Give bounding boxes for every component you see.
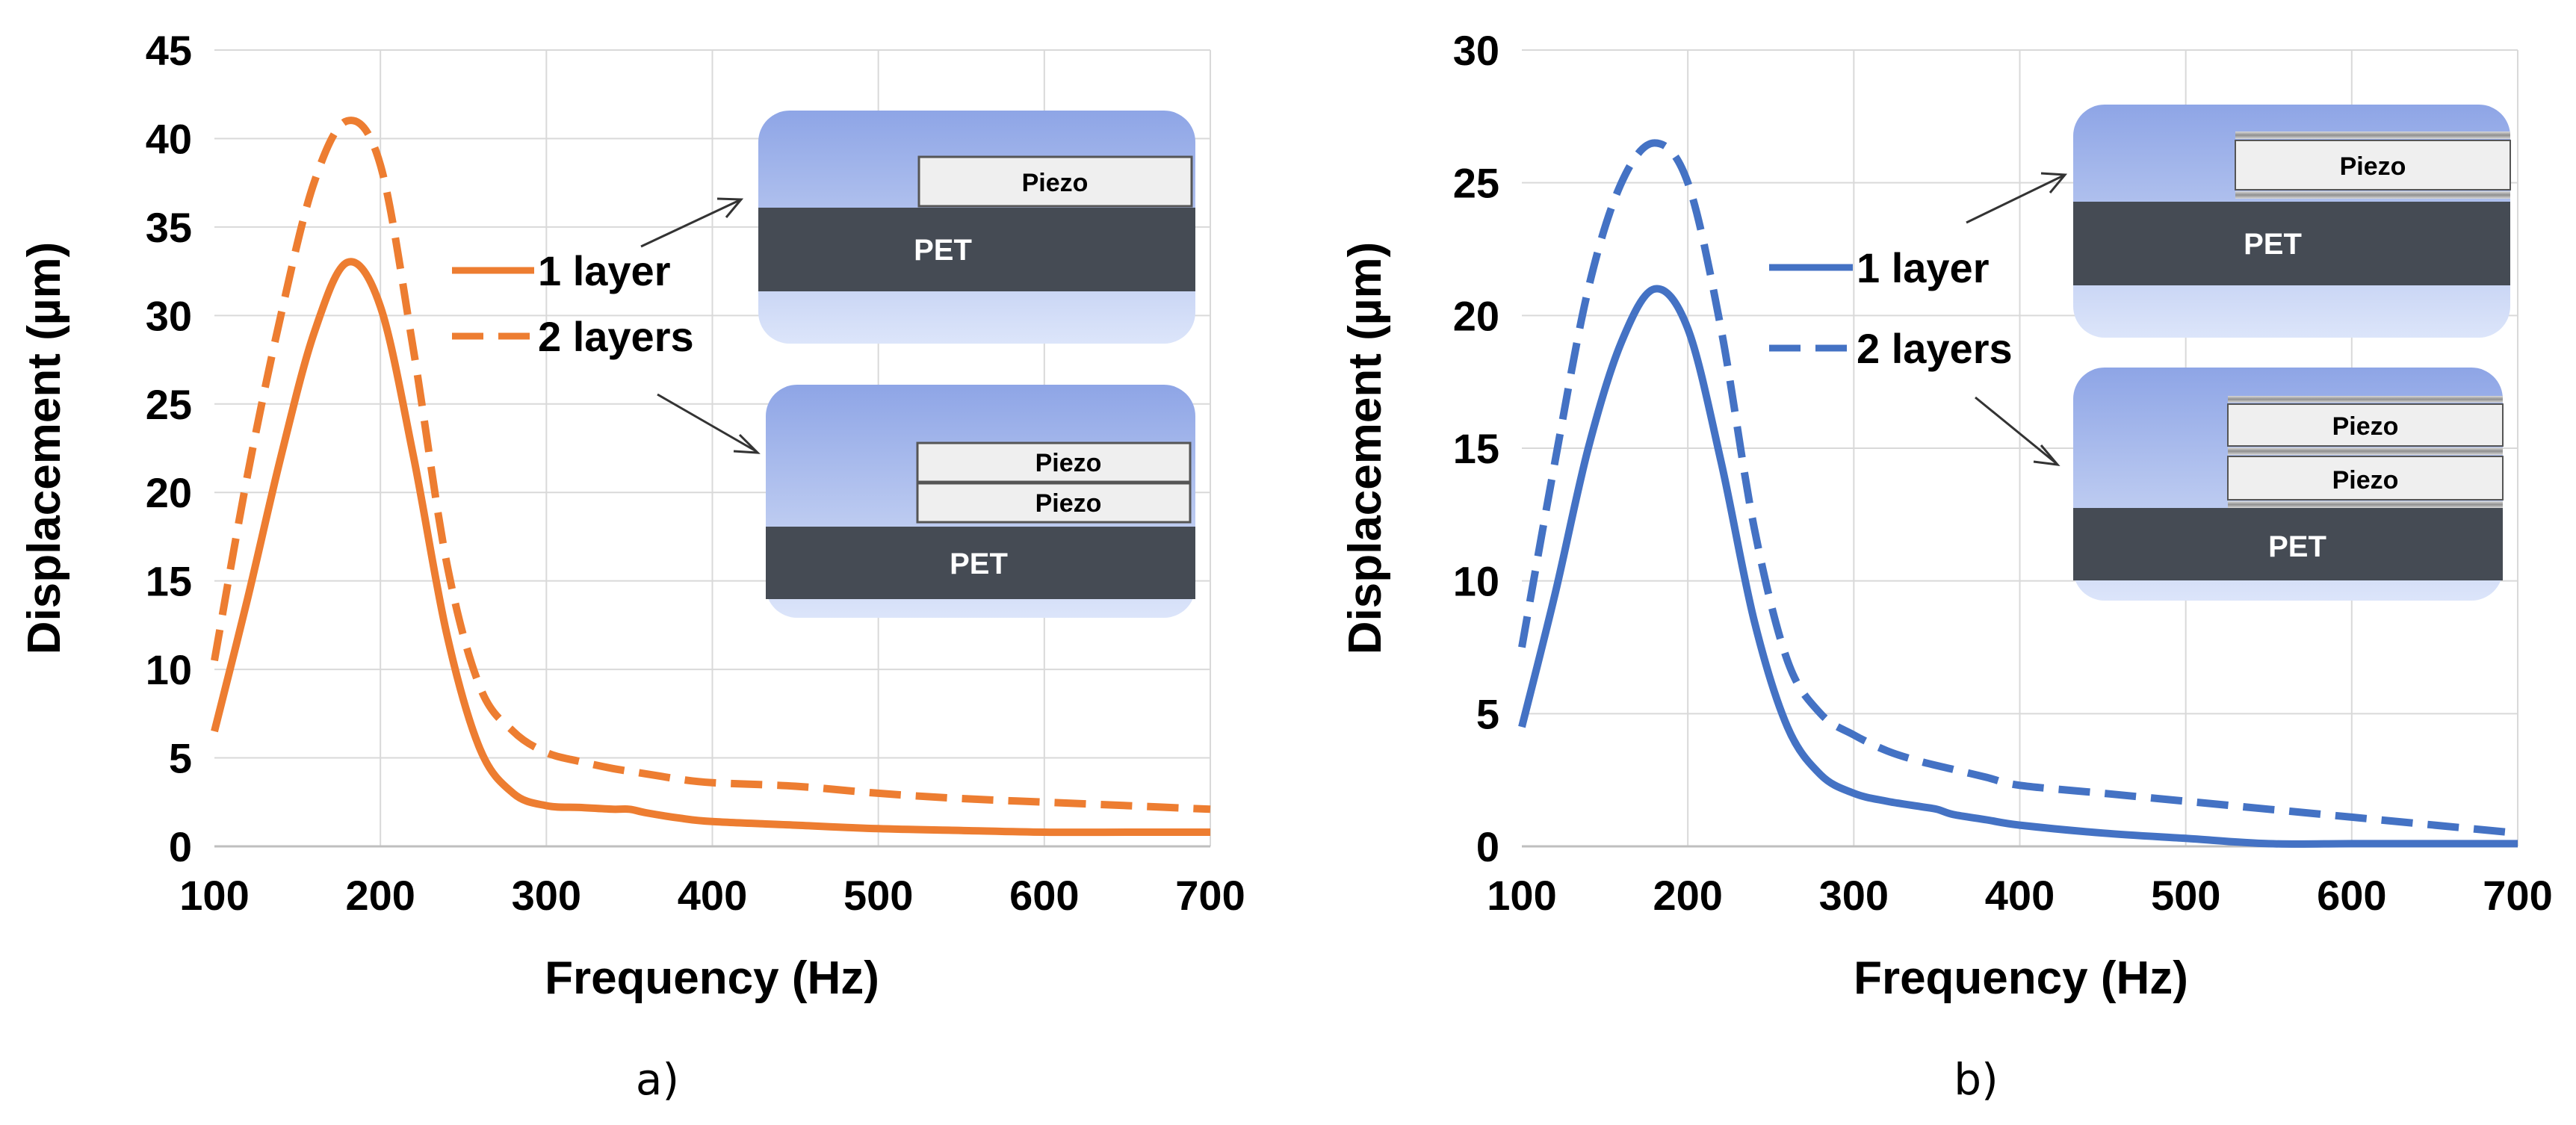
x-tick-label: 400 [678,872,747,919]
y-tick-label: 20 [146,469,192,516]
x-tick-label: 600 [1009,872,1079,919]
x-tick-label: 500 [2151,872,2220,919]
electrode-bottom [2235,191,2510,199]
x-tick-label: 200 [345,872,415,919]
pet-label: PET [2268,530,2326,563]
pet-substrate [2073,508,2503,580]
panel-b-inset-1-layer: PET Piezo [2073,105,2511,338]
panel-a-series [211,117,1211,837]
x-tick-label: 100 [1487,872,1556,919]
pet-substrate [766,527,1195,599]
y-tick-label: 5 [169,735,192,782]
panel-a-y-axis-title: Displacement (µm) [19,242,70,655]
panel-a-x-ticks: 100 200 300 400 500 600 700 [179,872,1245,919]
panel-b-series [1518,139,2518,848]
x-tick-label: 300 [512,872,581,919]
piezo-label-bottom: Piezo [1035,489,1102,518]
piezo-layer-bottom [916,482,1192,524]
arrow-head [733,433,761,454]
panel-a-legend-label-1: 1 layer [538,247,671,294]
arrow-head [2033,444,2061,466]
panel-a-inset-1-arrow [640,199,740,248]
x-tick-label: 700 [2483,872,2552,919]
x-tick-label: 200 [1653,872,1722,919]
panel-a-inset-2-layers: PET Piezo Piezo [766,385,1195,618]
y-tick-label: 15 [1453,425,1499,472]
y-tick-label: 10 [146,646,192,693]
y-tick-label: 35 [146,204,192,251]
y-tick-label: 45 [146,27,192,74]
arrow-head [2040,172,2068,193]
piezo-label: Piezo [1022,169,1089,197]
electrode [2228,501,2503,508]
piezo-layer-top [2227,403,2504,447]
series-line-2-layers [1518,139,2518,837]
x-tick-label: 100 [179,872,249,919]
piezo-layer-bottom [2227,456,2504,500]
panel-b-legend-label-1: 1 layer [1857,244,1990,291]
x-tick-label: 600 [2317,872,2386,919]
panel-a-inset-1-layer: PET Piezo [758,111,1195,344]
y-tick-label: 30 [1453,27,1499,74]
series-line-2-layers [211,117,1211,813]
piezo-label-bottom: Piezo [2332,466,2399,495]
panel-b-y-ticks: 0 5 10 15 20 25 30 [1453,27,1499,870]
pet-substrate [2073,202,2510,285]
arrow-head [716,197,744,218]
panel-b-inset-2-layers: PET Piezo Piezo [2073,368,2504,601]
piezo-layer-top [916,441,1192,483]
panel-b: 0 5 10 15 20 25 30 100 200 300 400 500 600 700 Displ… [1340,27,2553,1105]
y-tick-label: 15 [146,558,192,605]
panel-b-inset-1-arrow [1966,174,2064,224]
panel-b-y-axis-title: Displacement (µm) [1340,242,1391,655]
y-tick-label: 30 [146,292,192,339]
piezo-label: Piezo [2340,152,2406,181]
x-tick-label: 400 [1985,872,2055,919]
series-line-1-layer [211,258,1210,837]
panel-a: 0 5 10 15 20 25 30 35 40 45 100 200 300 400 500 600 700… [19,27,1245,1105]
y-tick-label: 25 [1453,160,1499,207]
electrode [2228,447,2503,455]
y-tick-label: 5 [1476,690,1499,737]
x-tick-label: 700 [1175,872,1245,919]
panel-b-legend: 1 layer 2 layers [1769,244,2013,372]
y-tick-label: 10 [1453,558,1499,605]
panel-a-inset-2-arrow [657,393,757,453]
y-tick-label: 40 [146,115,192,162]
y-tick-label: 25 [146,381,192,428]
piezo-label-top: Piezo [1035,449,1102,477]
pet-label: PET [950,548,1008,580]
piezo-layer [917,155,1193,208]
panel-a-legend-label-2: 2 layers [538,313,694,360]
y-tick-label: 0 [169,823,192,870]
series-line-1-layer [1518,285,2518,848]
panel-a-x-axis-title: Frequency (Hz) [545,952,879,1004]
pet-label: PET [914,234,972,267]
panel-b-inset-2-arrow [1975,396,2057,465]
piezo-label-top: Piezo [2332,412,2399,441]
x-tick-label: 300 [1819,872,1889,919]
x-tick-label: 500 [843,872,913,919]
y-tick-label: 0 [1476,823,1499,870]
electrode-top [2235,131,2510,139]
panel-b-x-axis-title: Frequency (Hz) [1854,952,2188,1004]
panel-b-legend-label-2: 2 layers [1857,325,2013,372]
panel-a-y-ticks: 0 5 10 15 20 25 30 35 40 45 [146,27,192,870]
electrode [2228,396,2503,403]
pet-label: PET [2244,228,2302,261]
panel-a-label: a) [636,1054,679,1105]
panel-b-x-ticks: 100 200 300 400 500 600 700 [1487,872,2552,919]
piezo-layer [2235,140,2511,190]
pet-substrate [758,208,1195,291]
y-tick-label: 20 [1453,292,1499,339]
panel-b-label: b) [1954,1054,1998,1105]
panel-a-legend: 1 layer 2 layers [452,247,694,360]
